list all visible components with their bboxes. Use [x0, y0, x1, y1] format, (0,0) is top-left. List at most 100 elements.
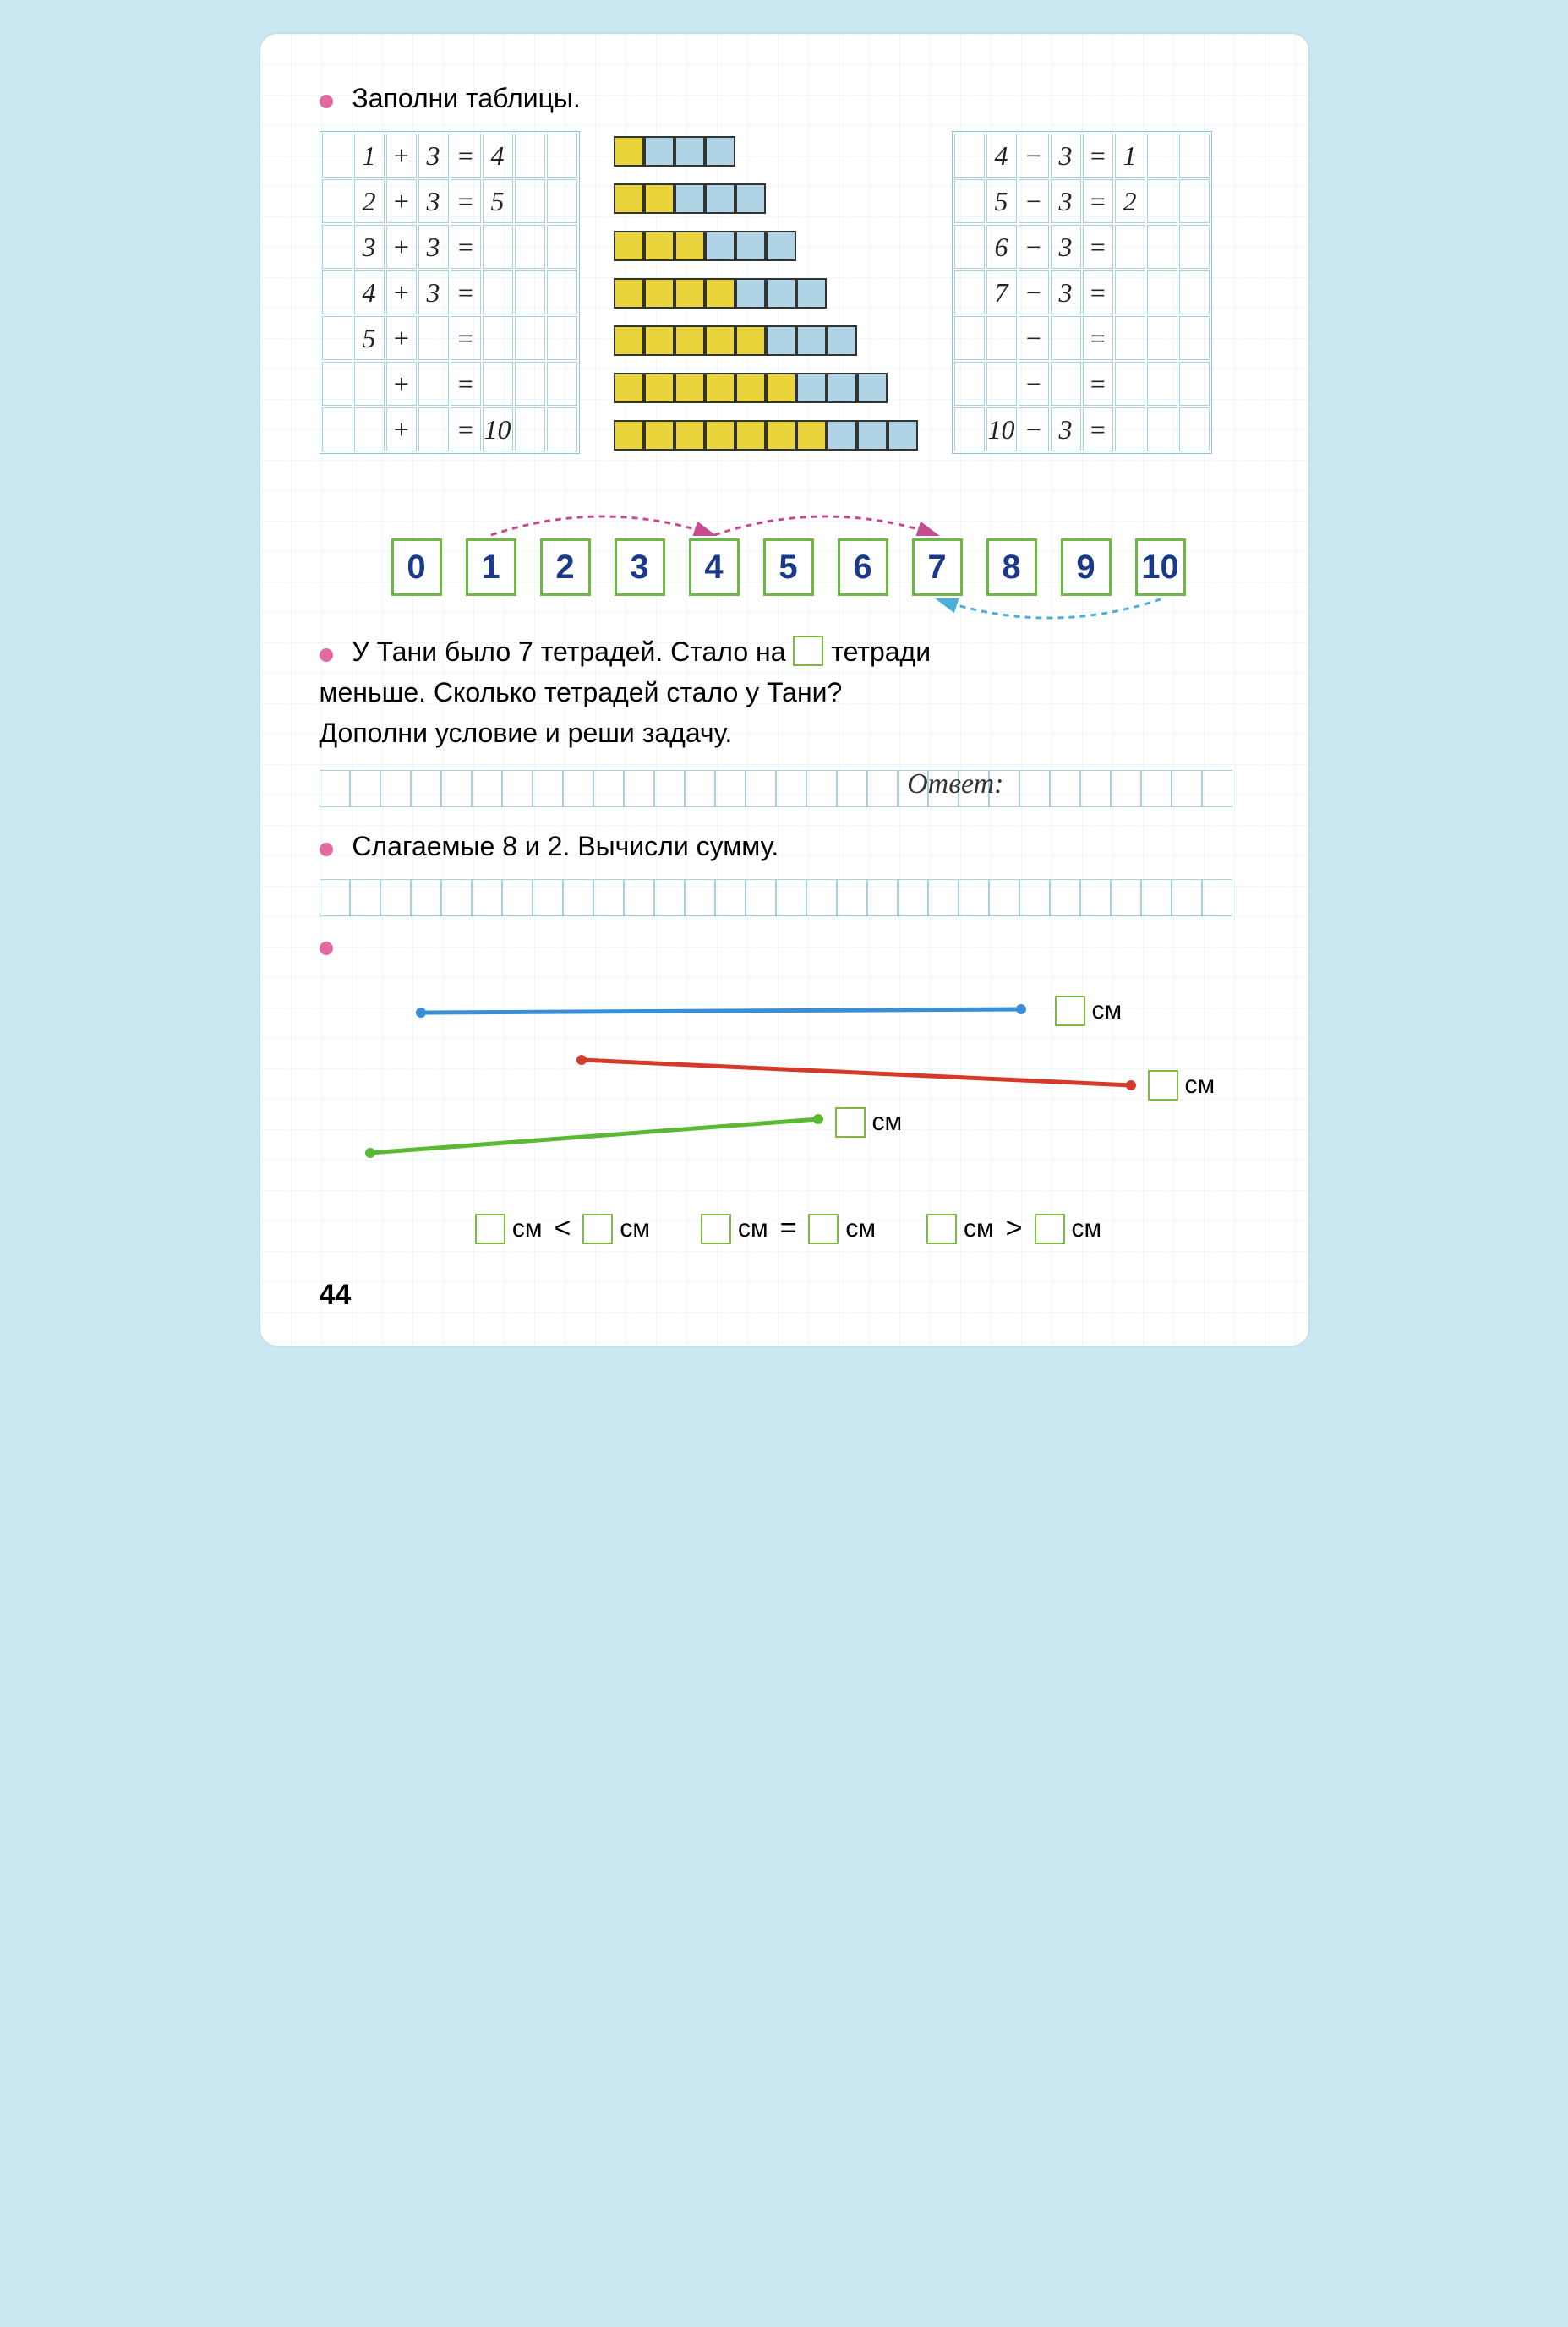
math-cell: 5 [483, 179, 513, 223]
math-cell: = [451, 407, 481, 451]
math-cell: 4 [483, 134, 513, 178]
math-cell: = [1083, 316, 1113, 360]
math-cell [1147, 362, 1177, 406]
bullet-icon [320, 95, 333, 108]
math-cell [954, 179, 985, 223]
math-cell: 3 [1051, 270, 1081, 314]
math-cell [515, 179, 545, 223]
math-cell: 2 [1115, 179, 1145, 223]
math-cell [1179, 407, 1210, 451]
answer-grid-1[interactable] [320, 770, 1258, 807]
math-cell [515, 134, 545, 178]
math-cell: = [1083, 134, 1113, 178]
task1-title-text: Заполни таблицы. [352, 83, 580, 113]
math-cell [954, 270, 985, 314]
number-box: 3 [615, 538, 665, 596]
math-cell [322, 179, 352, 223]
math-cell: 3 [1051, 407, 1081, 451]
answer-label: Ответ: [907, 768, 1003, 800]
math-cell [515, 407, 545, 451]
math-cell [515, 270, 545, 314]
math-cell [547, 270, 577, 314]
math-cell: + [386, 407, 417, 451]
math-cell [483, 225, 513, 269]
bar-row [614, 278, 918, 309]
math-cell [1147, 134, 1177, 178]
math-cell [483, 270, 513, 314]
math-cell: = [1083, 270, 1113, 314]
math-cell: = [451, 270, 481, 314]
task2-line1a: У Тани было 7 тетрадей. Стало на [352, 636, 785, 667]
cm-box-2[interactable]: см [1148, 1070, 1216, 1101]
math-cell: 3 [354, 225, 385, 269]
fill-box[interactable] [793, 636, 823, 666]
math-cell: 3 [1051, 134, 1081, 178]
left-addition-table: 1+3=42+3=53+3=4+3=5+=+=+=10 [320, 131, 580, 454]
compare-group[interactable]: см = см [701, 1212, 876, 1245]
math-cell [483, 316, 513, 360]
math-cell: − [1019, 225, 1049, 269]
math-cell: − [1019, 270, 1049, 314]
bar-row [614, 325, 918, 356]
number-box: 4 [689, 538, 740, 596]
math-cell [1179, 270, 1210, 314]
bullet-icon [320, 843, 333, 856]
math-cell: − [1019, 362, 1049, 406]
bar-row [614, 420, 918, 451]
cm-box-3[interactable]: см [835, 1107, 903, 1138]
compare-group[interactable]: см < см [475, 1212, 650, 1245]
math-cell: = [1083, 225, 1113, 269]
page-number: 44 [320, 1279, 1258, 1312]
line-measurement-area: см см см [320, 992, 1258, 1187]
bar-chart [614, 131, 918, 451]
math-cell: = [451, 179, 481, 223]
math-cell: + [386, 225, 417, 269]
compare-group[interactable]: см > см [926, 1212, 1101, 1245]
bar-row [614, 373, 918, 403]
number-box: 9 [1061, 538, 1112, 596]
math-cell: 4 [986, 134, 1017, 178]
number-box: 0 [391, 538, 442, 596]
math-cell: 2 [354, 179, 385, 223]
math-cell [483, 362, 513, 406]
right-subtraction-table: 4−3=15−3=26−3=7−3=−=−=10−3= [952, 131, 1212, 454]
math-cell [547, 316, 577, 360]
task1-title: Заполни таблицы. [320, 83, 1258, 114]
math-cell: 10 [986, 407, 1017, 451]
math-cell [547, 179, 577, 223]
math-cell [418, 362, 449, 406]
math-cell [1147, 407, 1177, 451]
math-cell [547, 362, 577, 406]
answer-grid-2[interactable] [320, 879, 1258, 916]
task4-heading [320, 942, 1258, 959]
math-cell: 3 [418, 270, 449, 314]
number-box: 8 [986, 538, 1037, 596]
math-cell: 4 [354, 270, 385, 314]
task2-heading: У Тани было 7 тетрадей. Стало на тетради… [320, 631, 1258, 753]
math-cell [322, 134, 352, 178]
math-cell [954, 407, 985, 451]
math-cell: 3 [418, 225, 449, 269]
math-cell: = [451, 225, 481, 269]
math-cell [1179, 316, 1210, 360]
task3-text: Слагаемые 8 и 2. Вычисли сумму. [352, 831, 779, 861]
math-cell [1179, 362, 1210, 406]
math-cell [1147, 316, 1177, 360]
math-cell [954, 316, 985, 360]
math-cell [322, 316, 352, 360]
cm-box-1[interactable]: см [1055, 996, 1123, 1026]
math-cell [1051, 362, 1081, 406]
math-cell [1115, 270, 1145, 314]
math-cell: 10 [483, 407, 513, 451]
bar-row [614, 183, 918, 214]
math-cell [354, 362, 385, 406]
math-cell: − [1019, 407, 1049, 451]
math-cell [547, 134, 577, 178]
math-cell [986, 362, 1017, 406]
math-cell: + [386, 134, 417, 178]
math-cell: + [386, 179, 417, 223]
math-cell [1147, 225, 1177, 269]
math-cell: − [1019, 316, 1049, 360]
math-cell: 3 [418, 134, 449, 178]
math-cell [322, 270, 352, 314]
